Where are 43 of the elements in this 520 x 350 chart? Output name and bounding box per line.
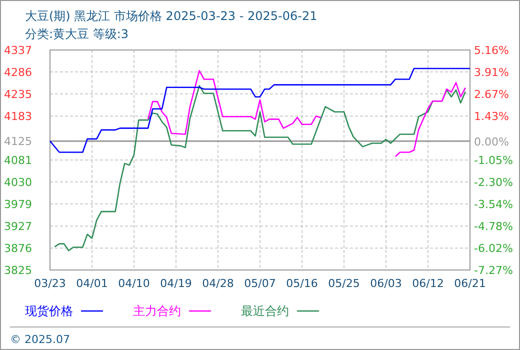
x-tick-label: 04/01: [76, 277, 108, 290]
y2-tick-label: -7.27%: [474, 264, 513, 277]
y-tick-label: 3979: [4, 198, 32, 211]
y-tick-label: 4030: [4, 176, 32, 189]
line-series: [147, 70, 322, 135]
line-series: [54, 85, 466, 252]
x-tick-label: 06/21: [454, 277, 486, 290]
y-tick-label: 4286: [4, 66, 32, 79]
x-tick-label: 06/03: [370, 277, 402, 290]
y-tick-label: 4081: [4, 154, 32, 167]
y2-tick-label: 5.16%: [474, 44, 509, 57]
legend-label: 主力合约: [133, 304, 181, 318]
line-series: [49, 68, 471, 153]
y2-tick-label: 2.67%: [474, 88, 509, 102]
y2-tick-label: -2.30%: [474, 176, 513, 190]
text: © 2025.07: [10, 333, 70, 346]
x-tick-label: 05/25: [328, 277, 360, 290]
x-tick-label: 05/07: [244, 277, 276, 290]
y-tick-label: 4337: [4, 44, 32, 57]
y2-tick-label: 1.43%: [474, 110, 509, 124]
y-tick-label: 4183: [4, 110, 32, 124]
x-tick-label: 04/10: [118, 277, 150, 290]
y2-tick-label: 0.00%: [474, 135, 509, 148]
line-series: [394, 82, 466, 158]
x-tick-label: 05/16: [286, 277, 318, 290]
x-tick-label: 03/23: [34, 277, 66, 290]
y-tick-label: 3876: [4, 242, 32, 256]
x-tick-label: 04/19: [160, 277, 192, 290]
x-tick-label: 06/12: [412, 277, 444, 290]
legend-label: 现货价格: [25, 304, 73, 318]
chart-subtitle: 分类:黄大豆 等级:3: [25, 27, 129, 41]
legend-label: 最近合约: [241, 304, 289, 318]
y2-tick-label: 3.91%: [474, 66, 509, 80]
chart-title: 大豆(期) 黑龙江 市场价格 2025-03-23 - 2025-06-21: [25, 9, 318, 23]
x-tick-label: 04/28: [202, 277, 234, 290]
y-tick-label: 3927: [4, 220, 32, 234]
y2-tick-label: -4.78%: [474, 220, 513, 233]
y-tick-label: 3825: [4, 264, 32, 277]
y-tick-label: 4125: [4, 135, 32, 148]
y-tick-label: 4235: [4, 88, 32, 101]
y2-tick-label: -6.02%: [474, 242, 513, 255]
y2-tick-label: -1.05%: [474, 154, 513, 167]
y2-tick-label: -3.54%: [474, 198, 513, 211]
